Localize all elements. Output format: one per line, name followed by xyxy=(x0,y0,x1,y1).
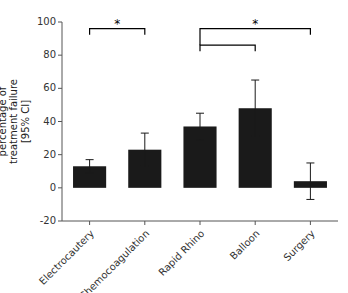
y-axis-label-line: [95% CI] xyxy=(20,100,31,143)
annotation: * xyxy=(114,17,120,31)
x-tick xyxy=(200,221,201,225)
y-tick-label: 60 xyxy=(43,82,56,93)
error-bar xyxy=(196,113,204,140)
y-tick-label: 20 xyxy=(43,149,56,160)
error-bar xyxy=(251,80,259,136)
error-bar xyxy=(141,133,149,166)
x-tick-label: Electrocautery xyxy=(37,228,96,287)
y-tick xyxy=(58,187,62,188)
x-tick xyxy=(144,221,145,225)
y-axis-label: percentage oftreatment failure[95% CI] xyxy=(0,79,31,164)
y-tick-label: 0 xyxy=(50,182,56,193)
x-tick-label: Rapid Rhino xyxy=(156,228,206,278)
y-tick-label: -20 xyxy=(40,215,56,226)
error-bar xyxy=(86,160,94,173)
y-tick xyxy=(58,22,62,23)
y-tick-label: 80 xyxy=(43,49,56,60)
error-bar xyxy=(306,163,314,199)
x-tick xyxy=(310,221,311,225)
y-tick-label: 100 xyxy=(37,16,56,27)
y-tick-label: 40 xyxy=(43,116,56,127)
chart-container: -20 0 20 40 60 80 100 ElectrocauteryChemocoagul… xyxy=(0,0,348,293)
chart: -20 0 20 40 60 80 100 ElectrocauteryChemocoagul… xyxy=(0,0,348,293)
x-tick-label: Chemocoagulation xyxy=(77,228,151,293)
y-tick xyxy=(58,121,62,122)
significance-bracket xyxy=(200,45,255,51)
y-tick xyxy=(58,88,62,89)
x-tick xyxy=(89,221,90,225)
y-tick xyxy=(58,154,62,155)
x-tick-label: Balloon xyxy=(228,228,262,262)
y-axis-label-line: treatment failure xyxy=(8,79,19,164)
y-tick xyxy=(58,55,62,56)
x-tick xyxy=(255,221,256,225)
significance-bracket xyxy=(200,29,310,46)
x-tick-label: Surgery xyxy=(281,228,317,264)
y-axis-label-line: percentage of xyxy=(0,86,8,156)
annotation: * xyxy=(252,17,258,31)
y-tick xyxy=(58,221,62,222)
